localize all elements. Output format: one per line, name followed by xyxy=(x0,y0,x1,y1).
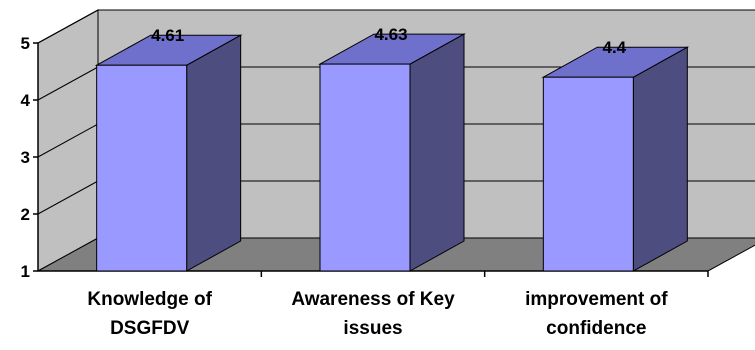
x-tick-label: issues xyxy=(343,318,402,339)
gridline-side xyxy=(37,180,99,215)
y-tick-label: 5 xyxy=(21,34,30,53)
x-tick-label: improvement of xyxy=(525,289,668,310)
x-tick-label: confidence xyxy=(546,318,646,339)
data-label: 4.61 xyxy=(151,26,184,45)
x-tick-label: Knowledge of xyxy=(87,289,212,310)
bars xyxy=(94,33,690,272)
y-tick-label: 3 xyxy=(21,148,30,167)
bar xyxy=(542,76,634,272)
x-tick-label: Awareness of Key xyxy=(291,289,455,310)
data-label: 4.4 xyxy=(603,38,627,57)
gridline-side xyxy=(37,66,99,101)
bar-side xyxy=(186,34,242,272)
x-tick-label: DSGFDV xyxy=(110,318,190,339)
bar-side xyxy=(632,46,688,272)
bar-side xyxy=(409,33,465,272)
data-label: 4.63 xyxy=(374,25,407,44)
data-labels: 4.61 4.63 4.4 xyxy=(151,25,627,57)
y-tick-label: 2 xyxy=(21,205,30,224)
y-tick-label: 1 xyxy=(21,262,30,281)
bar xyxy=(319,63,411,272)
bar xyxy=(96,64,188,272)
gridline-side xyxy=(37,123,99,158)
x-tick-labels: Knowledge of DSGFDV Awareness of Key issues… xyxy=(87,289,668,339)
y-tick-labels: 1 2 3 4 5 xyxy=(21,34,31,281)
gridline-side xyxy=(37,9,99,44)
y-tick-label: 4 xyxy=(21,91,31,110)
